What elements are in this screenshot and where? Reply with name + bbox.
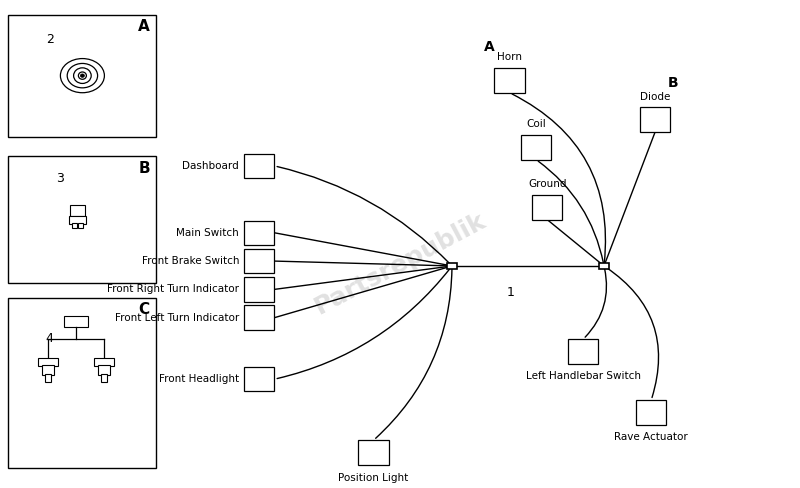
Text: Front Right Turn Indicator: Front Right Turn Indicator bbox=[107, 285, 239, 294]
FancyBboxPatch shape bbox=[98, 365, 110, 375]
Text: Rave Actuator: Rave Actuator bbox=[614, 432, 688, 442]
Text: 3: 3 bbox=[56, 172, 64, 184]
FancyBboxPatch shape bbox=[8, 15, 156, 137]
FancyBboxPatch shape bbox=[78, 223, 83, 228]
Text: Coil: Coil bbox=[526, 120, 546, 129]
Text: Horn: Horn bbox=[497, 53, 522, 62]
FancyBboxPatch shape bbox=[636, 400, 666, 425]
FancyBboxPatch shape bbox=[532, 195, 562, 220]
FancyBboxPatch shape bbox=[94, 358, 114, 366]
Text: A: A bbox=[138, 20, 150, 34]
FancyBboxPatch shape bbox=[244, 154, 274, 178]
Text: 2: 2 bbox=[46, 33, 54, 45]
Text: Main Switch: Main Switch bbox=[177, 228, 239, 238]
FancyBboxPatch shape bbox=[598, 263, 610, 269]
Text: Dashboard: Dashboard bbox=[182, 161, 239, 171]
FancyBboxPatch shape bbox=[244, 277, 274, 302]
Text: C: C bbox=[138, 303, 150, 317]
FancyBboxPatch shape bbox=[494, 68, 525, 93]
FancyBboxPatch shape bbox=[101, 374, 107, 382]
FancyBboxPatch shape bbox=[446, 263, 458, 269]
Text: Diode: Diode bbox=[640, 92, 670, 102]
FancyBboxPatch shape bbox=[69, 216, 86, 224]
Text: B: B bbox=[138, 161, 150, 176]
FancyBboxPatch shape bbox=[244, 221, 274, 245]
Text: 4: 4 bbox=[46, 332, 54, 345]
FancyBboxPatch shape bbox=[72, 223, 77, 228]
Text: B: B bbox=[667, 76, 678, 90]
FancyBboxPatch shape bbox=[42, 365, 54, 375]
Ellipse shape bbox=[80, 74, 85, 77]
Text: Ground: Ground bbox=[528, 180, 566, 189]
Text: A: A bbox=[484, 40, 495, 54]
Text: Position Light: Position Light bbox=[338, 473, 409, 483]
FancyBboxPatch shape bbox=[70, 205, 85, 216]
FancyBboxPatch shape bbox=[244, 305, 274, 330]
FancyBboxPatch shape bbox=[244, 367, 274, 391]
Text: Front Left Turn Indicator: Front Left Turn Indicator bbox=[115, 313, 239, 323]
Text: 1: 1 bbox=[506, 286, 514, 299]
FancyBboxPatch shape bbox=[8, 298, 156, 468]
FancyBboxPatch shape bbox=[244, 249, 274, 273]
FancyBboxPatch shape bbox=[640, 107, 670, 132]
Text: Front Headlight: Front Headlight bbox=[159, 374, 239, 384]
FancyBboxPatch shape bbox=[521, 135, 551, 160]
FancyBboxPatch shape bbox=[358, 440, 389, 465]
Text: Left Handlebar Switch: Left Handlebar Switch bbox=[526, 371, 641, 381]
FancyBboxPatch shape bbox=[568, 339, 598, 364]
FancyBboxPatch shape bbox=[38, 358, 58, 366]
Text: Partsrepublik: Partsrepublik bbox=[310, 208, 490, 319]
FancyBboxPatch shape bbox=[45, 374, 51, 382]
FancyBboxPatch shape bbox=[8, 156, 156, 283]
FancyBboxPatch shape bbox=[64, 316, 88, 327]
Text: Front Brake Switch: Front Brake Switch bbox=[142, 256, 239, 266]
